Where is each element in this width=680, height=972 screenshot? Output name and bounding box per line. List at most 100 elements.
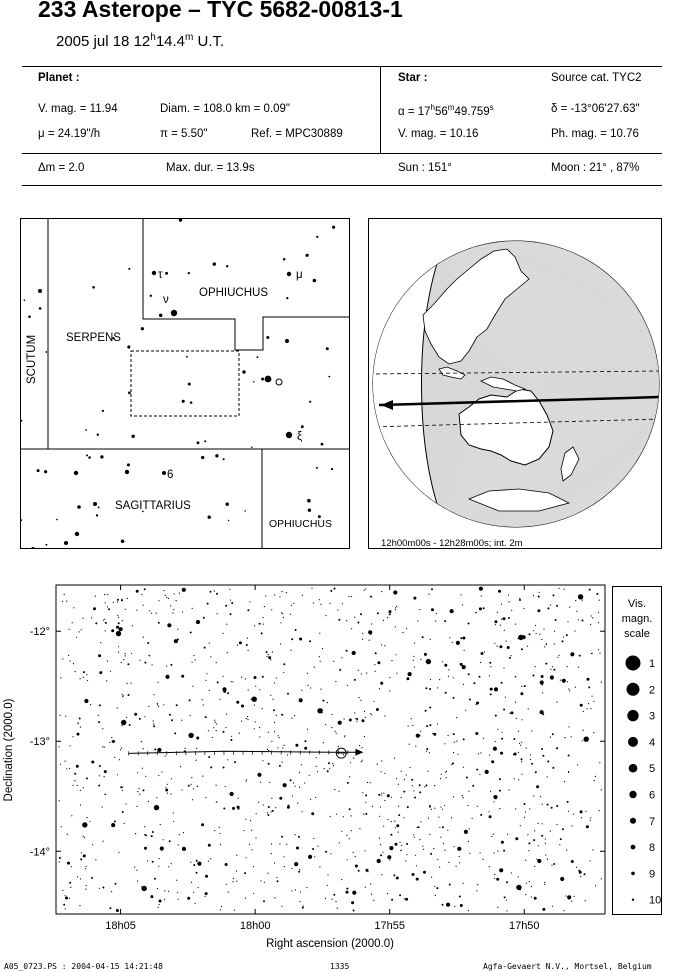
field-star (274, 897, 276, 899)
new-guinea-coast (480, 376, 527, 392)
field-star (384, 715, 386, 717)
field-star (164, 890, 166, 892)
field-star (462, 683, 464, 685)
field-star (126, 682, 128, 685)
field-star (69, 767, 71, 770)
field-star (565, 634, 568, 637)
field-star (353, 757, 355, 759)
field-star (309, 687, 312, 689)
field-star (480, 752, 482, 754)
field-star (508, 601, 510, 603)
field-star (346, 859, 348, 861)
constellation-star (300, 425, 304, 429)
field-star (518, 634, 524, 641)
field-star (197, 861, 202, 866)
field-star (281, 713, 284, 716)
field-star (118, 627, 123, 632)
field-star (237, 644, 239, 646)
field-star (158, 774, 160, 777)
field-star (488, 866, 490, 868)
field-star (265, 595, 267, 597)
field-star (115, 630, 122, 637)
field-star (426, 750, 428, 752)
field-star (307, 684, 309, 686)
field-star (181, 674, 185, 678)
field-star (181, 719, 183, 721)
field-star (100, 642, 102, 644)
field-star (141, 593, 143, 596)
field-star (469, 852, 471, 854)
field-star (455, 865, 457, 867)
field-star (445, 770, 447, 772)
field-star (92, 844, 94, 846)
field-star (529, 754, 532, 756)
max-duration: Max. dur. = 13.9s (166, 162, 255, 174)
field-star (444, 663, 448, 667)
field-star (591, 695, 593, 697)
field-star (370, 712, 372, 715)
field-star (245, 718, 247, 720)
field-star (170, 793, 172, 795)
constellation-star (320, 442, 324, 446)
field-star (600, 789, 602, 791)
field-star (64, 895, 66, 897)
field-star (446, 902, 451, 907)
field-star (574, 630, 576, 632)
constellation-star (95, 514, 99, 517)
field-star (452, 762, 454, 765)
field-star (506, 833, 509, 835)
field-star (379, 806, 381, 808)
field-star (241, 676, 243, 678)
field-star (553, 643, 555, 645)
field-star (245, 780, 247, 782)
field-star (447, 734, 449, 737)
field-star (326, 884, 328, 886)
constellation-star (307, 498, 311, 503)
field-star (317, 845, 319, 847)
field-star (537, 595, 540, 598)
field-star (317, 708, 323, 714)
field-star (142, 604, 144, 606)
field-star (427, 770, 429, 772)
field-star (177, 628, 179, 630)
field-star (501, 731, 503, 733)
constellation-star (328, 375, 331, 378)
field-star (164, 594, 166, 597)
field-star (236, 870, 238, 872)
field-star (122, 695, 124, 697)
constellation-star (158, 313, 163, 318)
field-star (255, 813, 257, 815)
field-star (91, 876, 93, 879)
constellation-star (332, 225, 336, 229)
field-star (360, 761, 362, 763)
field-star (456, 717, 458, 719)
field-star (454, 905, 456, 907)
field-star (151, 664, 153, 666)
field-star (82, 835, 84, 837)
field-star (296, 846, 299, 850)
field-star (214, 830, 216, 832)
field-star (181, 846, 187, 851)
field-star (106, 660, 108, 662)
field-star (244, 897, 247, 899)
field-star (447, 829, 449, 831)
constellation-star (178, 219, 183, 222)
field-star (558, 654, 560, 656)
field-star (476, 805, 478, 807)
field-star (201, 699, 203, 701)
constellation-star (261, 377, 265, 381)
field-star (589, 819, 592, 821)
field-star (75, 764, 79, 768)
axis-ticks (56, 585, 605, 914)
constellation-star (149, 294, 152, 297)
field-star (322, 699, 325, 702)
field-star (337, 745, 339, 747)
field-star (361, 759, 363, 761)
field-star (231, 735, 233, 737)
field-star (399, 894, 402, 897)
field-star (114, 756, 116, 758)
field-star (536, 858, 538, 860)
label-mu: μ (296, 269, 303, 281)
field-star (569, 690, 571, 692)
field-star (229, 599, 231, 601)
